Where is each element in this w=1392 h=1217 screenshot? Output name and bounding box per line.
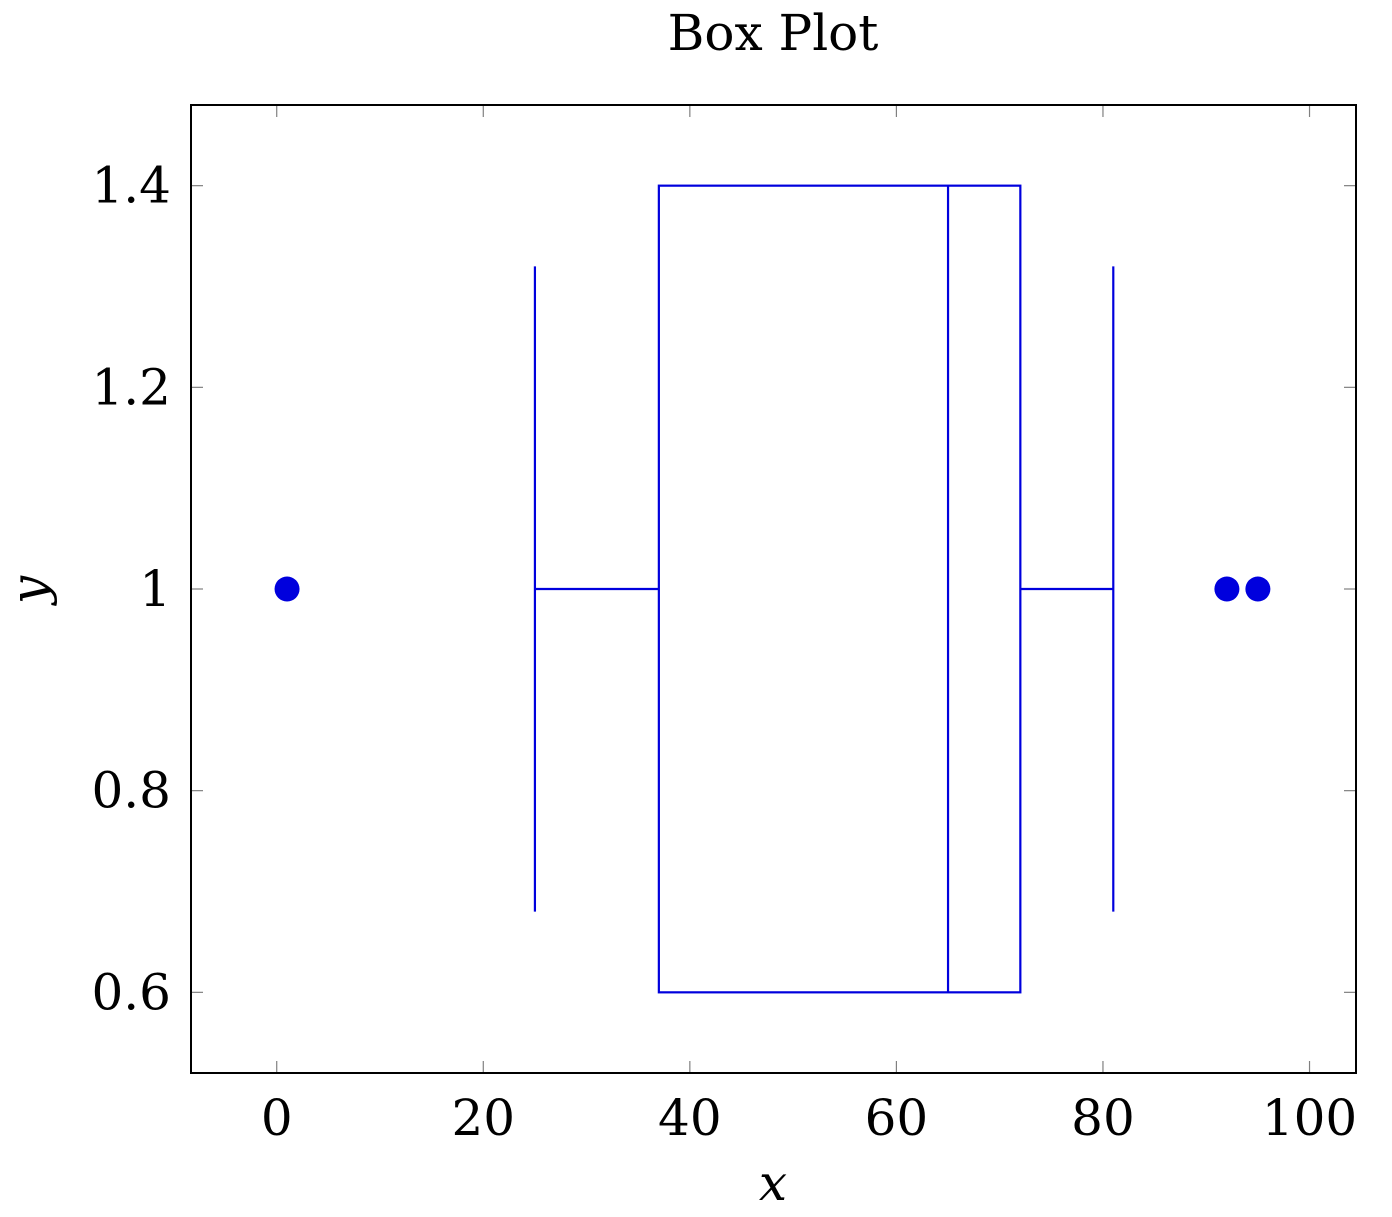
x-axis-label: x: [759, 1154, 787, 1212]
y-tick-label: 1.4: [91, 157, 171, 215]
chart-title: Box Plot: [668, 4, 879, 62]
outlier-point: [274, 576, 300, 602]
outlier-point: [1214, 576, 1240, 602]
box-plot: [533, 184, 1115, 994]
y-tick-label: 1.2: [91, 358, 171, 416]
y-tick-label: 0.8: [91, 762, 171, 820]
outlier-points: [274, 576, 1271, 602]
x-tick-label: 0: [261, 1089, 293, 1147]
x-axis-ticks: 0 20 40 60 80 100: [261, 105, 1357, 1147]
y-tick-label: 0.6: [91, 963, 171, 1021]
plot-area-frame: [190, 104, 1357, 1074]
x-tick-label: 100: [1262, 1089, 1357, 1147]
x-tick-label: 40: [658, 1089, 722, 1147]
x-tick-label: 20: [451, 1089, 515, 1147]
y-axis-ticks: 0.6 0.8 1 1.2 1.4: [91, 157, 1356, 1021]
interquartile-box: [657, 184, 1022, 994]
outlier-point: [1245, 576, 1271, 602]
x-tick-label: 60: [865, 1089, 929, 1147]
y-tick-label: 1: [139, 560, 171, 618]
x-tick-label: 80: [1071, 1089, 1135, 1147]
y-axis-label: y: [0, 575, 58, 606]
